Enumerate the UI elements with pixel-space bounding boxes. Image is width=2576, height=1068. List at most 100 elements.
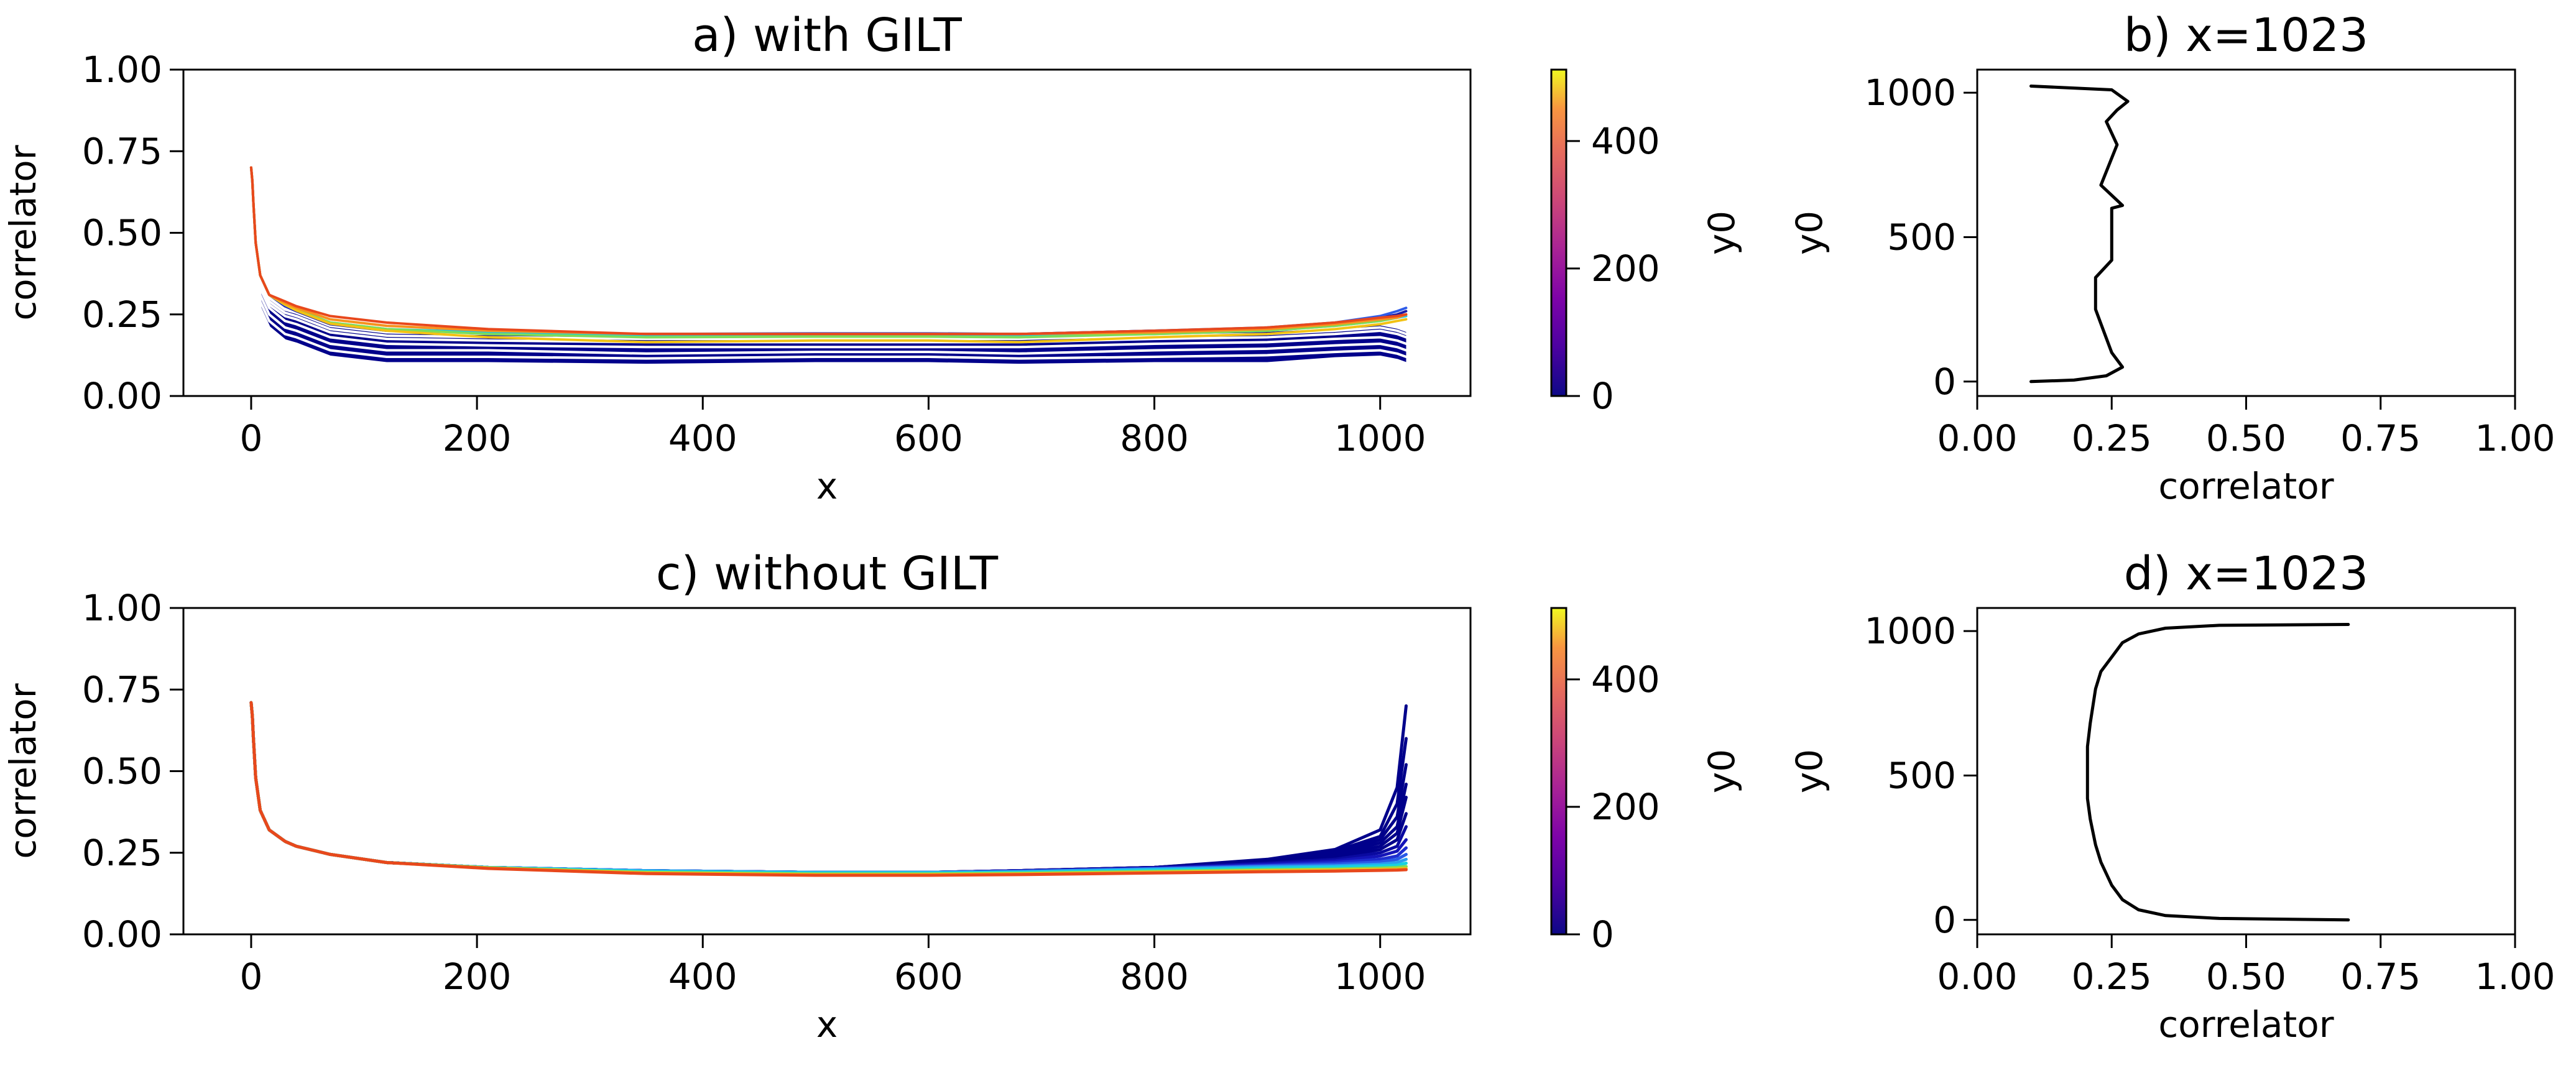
x-tick-label: 0 <box>239 955 262 998</box>
y-tick-label: 500 <box>1887 754 1956 796</box>
x-tick-label: 0.50 <box>2206 417 2286 459</box>
plot-area <box>2029 85 2130 384</box>
series-line-2 <box>249 701 1408 874</box>
series-line-6 <box>249 701 1408 874</box>
x-tick-label: 600 <box>894 955 963 998</box>
series-line-8 <box>249 166 1408 336</box>
x-tick-label: 0.25 <box>2072 417 2152 459</box>
x-tick-label: 400 <box>668 955 737 998</box>
y-axis-label: y0 <box>1788 749 1830 793</box>
series-line-4 <box>249 166 1408 344</box>
y-tick-label: 1.00 <box>82 587 162 629</box>
series-line-10 <box>249 701 1408 874</box>
axes-frame <box>1976 607 2516 936</box>
colorbar: 0 200 400 y0 <box>1550 68 1743 417</box>
colorbar-label: y0 <box>1701 211 1743 255</box>
x-tick-label: 1000 <box>1334 417 1426 459</box>
panel-b: 0.00 0.25 0.50 0.75 1.00 0 500 1000 correlator y0… <box>1788 9 2555 507</box>
panel-title: d) x=1023 <box>2124 547 2369 601</box>
fill-band <box>251 167 1406 366</box>
series-line-13 <box>249 166 1408 336</box>
y-tick-label: 0.25 <box>82 293 162 336</box>
x-tick-label: 1.00 <box>2475 955 2555 998</box>
y-tick-label: 0 <box>1933 899 1956 941</box>
plot-area <box>249 166 1408 367</box>
series-line-9 <box>249 166 1408 337</box>
x-tick-label: 0.75 <box>2340 417 2421 459</box>
axes-frame <box>1976 68 2516 397</box>
x-tick-label: 0.25 <box>2072 955 2152 998</box>
y-tick-label: 1000 <box>1864 71 1956 114</box>
colorbar-gradient <box>1550 68 1567 397</box>
x-tick-label: 0.00 <box>1937 955 2017 998</box>
x-tick-label: 400 <box>668 417 737 459</box>
series-line-1 <box>249 701 1408 874</box>
x-axis-label: x <box>816 465 838 507</box>
x-tick-label: 0.75 <box>2340 955 2421 998</box>
y-tick-label: 500 <box>1887 216 1956 258</box>
panel-d: 0.00 0.25 0.50 0.75 1.00 0 500 1000 correlator y0… <box>1788 547 2555 1046</box>
axes-frame <box>182 607 1472 936</box>
colorbar-tick-label: 0 <box>1591 913 1614 955</box>
series-line-13 <box>249 701 1408 877</box>
x-tick-label: 1.00 <box>2475 417 2555 459</box>
series-line-5 <box>249 701 1408 874</box>
x-axis-label: correlator <box>2158 465 2334 507</box>
colorbar-tick-label: 0 <box>1591 375 1614 417</box>
series-line-0 <box>2085 623 2350 922</box>
series-line-10 <box>249 166 1408 339</box>
panel-title: b) x=1023 <box>2124 9 2369 62</box>
x-tick-label: 1000 <box>1334 955 1426 998</box>
panel-a: 0 200 400 600 800 1000 0.00 0.25 0.50 0.75 1.00 x co… <box>2 9 1743 507</box>
series-line-0 <box>249 701 1408 874</box>
y-tick-label: 0.75 <box>82 130 162 172</box>
series-line-11 <box>249 701 1408 875</box>
series-line-12 <box>249 701 1408 876</box>
colorbar: 0 200 400 y0 <box>1550 607 1743 955</box>
y-tick-label: 0.00 <box>82 375 162 417</box>
y-tick-label: 1000 <box>1864 610 1956 652</box>
x-tick-label: 200 <box>443 417 512 459</box>
x-axis-label: correlator <box>2158 1003 2334 1046</box>
y-tick-label: 0.50 <box>82 212 162 254</box>
y-tick-label: 0.50 <box>82 750 162 793</box>
colorbar-tick-label: 400 <box>1591 120 1660 162</box>
y-tick-label: 0.25 <box>82 832 162 874</box>
series-line-11 <box>249 166 1408 344</box>
series-line-4 <box>249 701 1408 874</box>
plot-area <box>2085 623 2350 922</box>
series-line-9 <box>249 701 1408 874</box>
panel-title: c) without GILT <box>656 547 999 601</box>
colorbar-tick-label: 200 <box>1591 786 1660 828</box>
x-tick-label: 0.50 <box>2206 955 2286 998</box>
plot-area <box>249 701 1408 877</box>
x-tick-label: 0.00 <box>1937 417 2017 459</box>
x-tick-label: 0 <box>239 417 262 459</box>
colorbar-tick-label: 400 <box>1591 658 1660 701</box>
x-tick-label: 800 <box>1120 417 1189 459</box>
series-line-3 <box>249 701 1408 874</box>
panel-title: a) with GILT <box>692 9 962 62</box>
y-tick-label: 0.00 <box>82 913 162 955</box>
series-line-14 <box>249 701 1408 877</box>
x-tick-label: 800 <box>1120 955 1189 998</box>
colorbar-gradient <box>1550 607 1567 936</box>
y-tick-label: 0 <box>1933 361 1956 403</box>
x-axis-label: x <box>816 1003 838 1046</box>
y-tick-label: 1.00 <box>82 48 162 91</box>
colorbar-tick-label: 200 <box>1591 247 1660 290</box>
series-line-7 <box>249 701 1408 874</box>
series-line-12 <box>249 166 1408 336</box>
y-axis-label: correlator <box>2 683 44 859</box>
y-axis-label: correlator <box>2 145 44 320</box>
series-line-3 <box>249 166 1408 349</box>
colorbar-label: y0 <box>1701 749 1743 793</box>
y-tick-label: 0.75 <box>82 668 162 711</box>
series-line-8 <box>249 701 1408 874</box>
series-line-6 <box>249 166 1408 337</box>
y-axis-label: y0 <box>1788 211 1830 255</box>
series-line-7 <box>249 166 1408 336</box>
x-tick-label: 200 <box>443 955 512 998</box>
series-line-0 <box>2029 85 2130 384</box>
